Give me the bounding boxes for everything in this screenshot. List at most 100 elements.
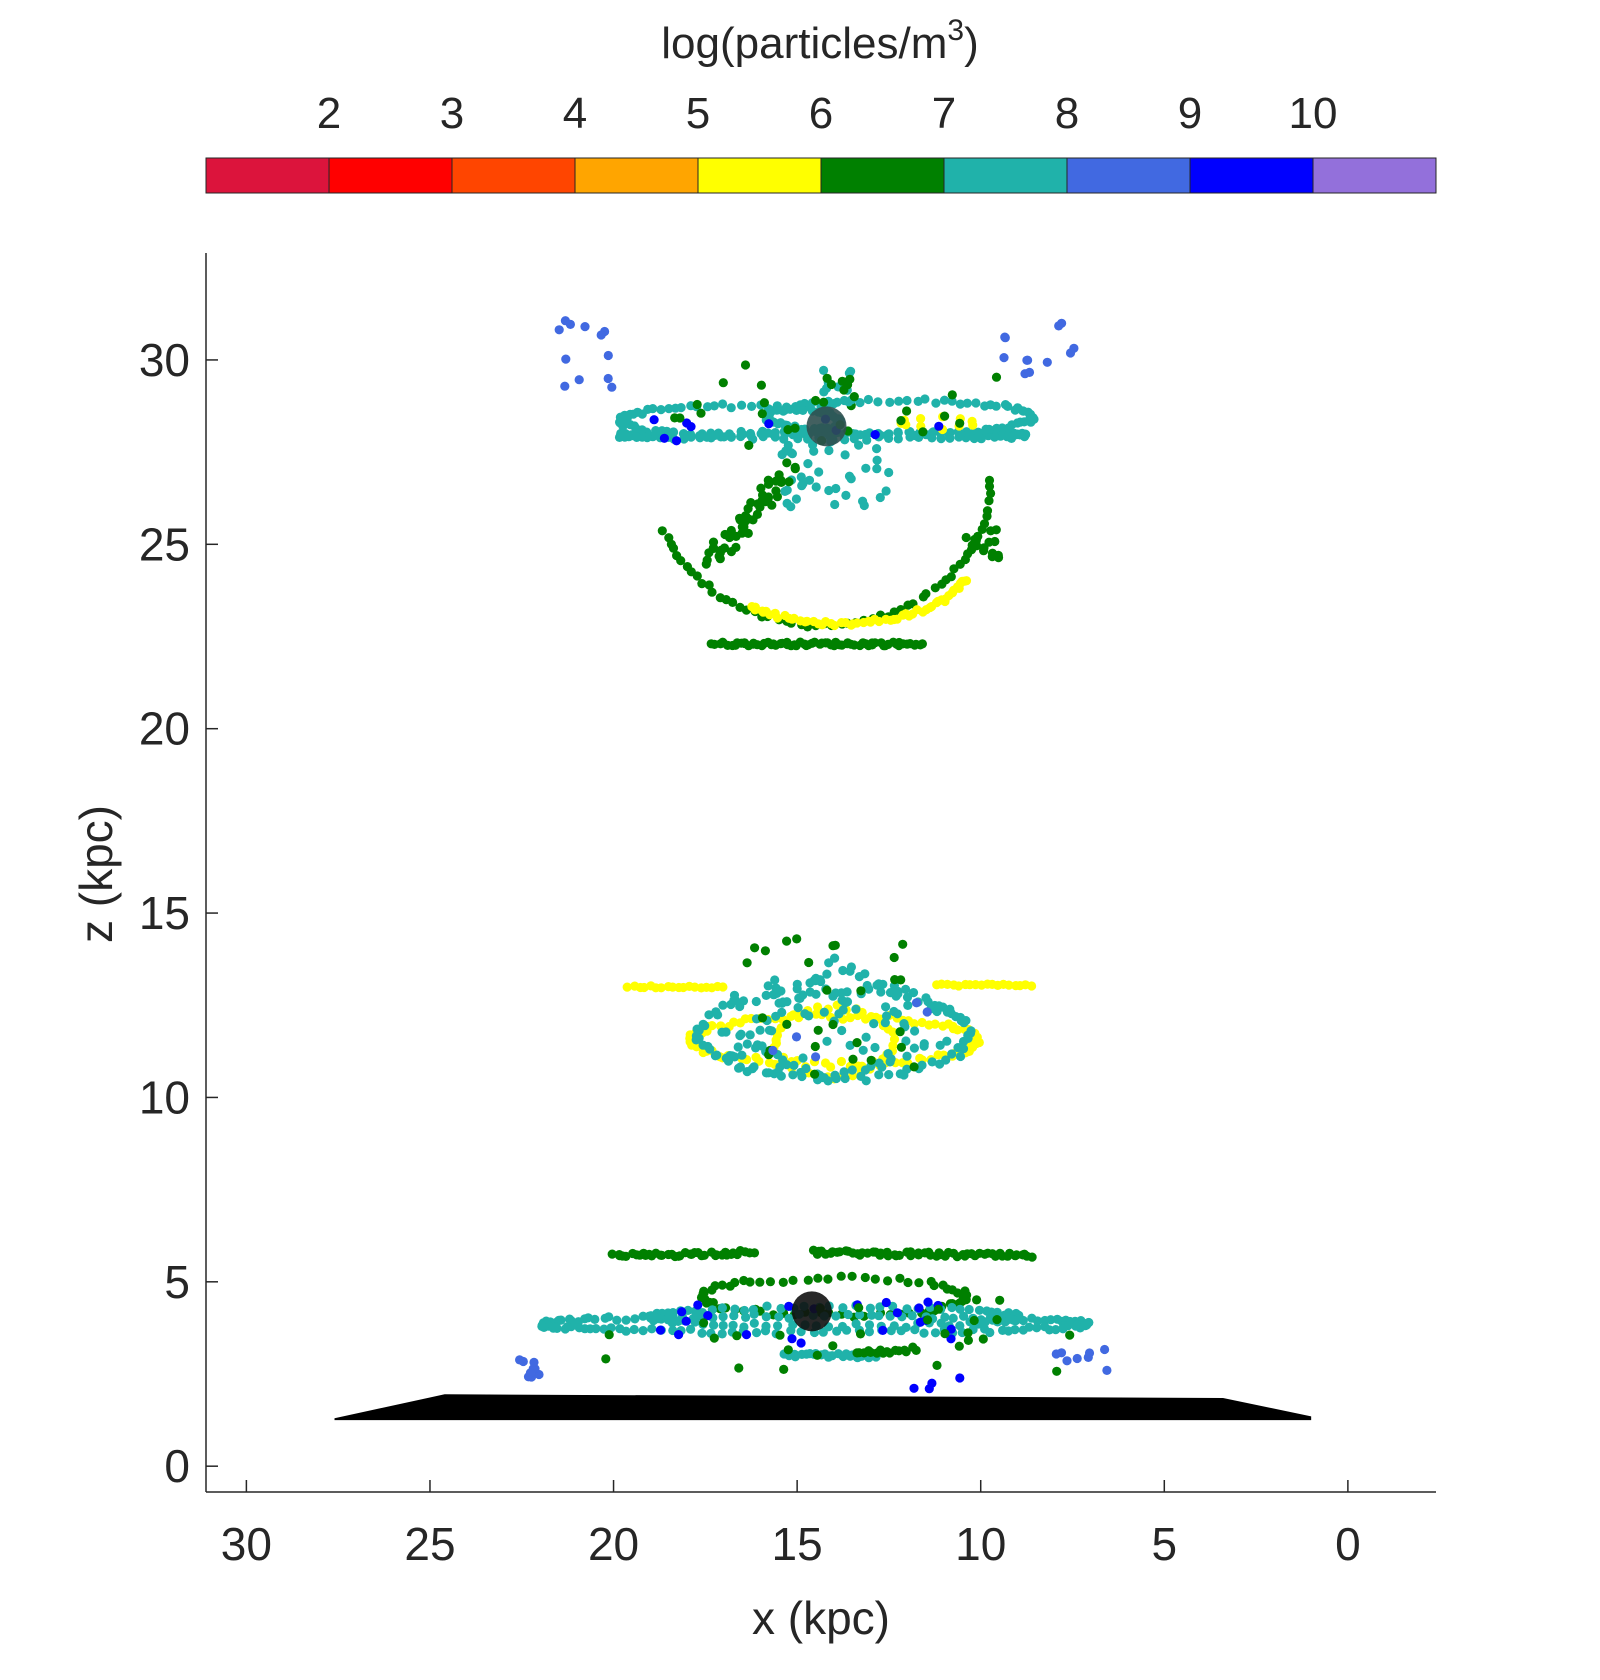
data-point	[816, 976, 826, 987]
data-point	[733, 1042, 743, 1052]
data-point	[811, 395, 821, 406]
data-point	[860, 1272, 870, 1283]
data-point	[761, 1321, 771, 1331]
data-point	[726, 525, 736, 536]
data-point	[792, 934, 802, 944]
data-point	[858, 1045, 868, 1055]
data-point	[885, 397, 895, 407]
data-point	[810, 1041, 820, 1052]
data-point	[867, 1310, 877, 1320]
colorbar-bin	[821, 158, 945, 193]
data-point	[963, 1335, 974, 1345]
data-point	[580, 322, 590, 332]
x-tick-label: 10	[955, 1518, 1006, 1570]
data-point	[739, 522, 749, 532]
data-point	[787, 449, 798, 459]
data-point	[854, 440, 864, 450]
data-point	[709, 1333, 719, 1343]
data-point	[651, 426, 661, 436]
data-point	[596, 330, 606, 340]
data-point	[914, 1278, 924, 1288]
data-point	[929, 1280, 939, 1291]
data-point	[729, 995, 739, 1005]
data-point	[840, 998, 850, 1008]
data-point	[834, 1009, 844, 1019]
data-point	[910, 1026, 920, 1036]
data-point	[901, 984, 911, 995]
data-point	[898, 939, 908, 949]
data-point	[932, 1006, 942, 1017]
data-point	[930, 1019, 940, 1029]
data-point	[782, 997, 792, 1007]
data-point	[779, 434, 789, 444]
data-point	[616, 431, 626, 441]
data-point	[778, 1277, 788, 1287]
data-point	[804, 475, 815, 485]
data-point	[908, 988, 919, 998]
data-point	[883, 1049, 893, 1059]
data-point	[770, 428, 780, 438]
data-point	[560, 1324, 570, 1334]
data-point	[909, 1062, 919, 1072]
data-point	[757, 606, 767, 616]
data-point	[883, 430, 893, 440]
data-point	[999, 353, 1009, 363]
data-point	[777, 1007, 787, 1018]
data-point	[961, 532, 971, 543]
data-point	[924, 1384, 934, 1394]
data-point	[901, 1322, 911, 1332]
data-point	[773, 1321, 783, 1331]
data-point	[896, 1042, 907, 1052]
data-point	[765, 1277, 776, 1287]
data-point	[968, 420, 978, 430]
data-point	[760, 946, 771, 956]
data-point	[838, 965, 848, 976]
data-point	[756, 483, 766, 493]
data-point	[670, 413, 680, 423]
data-point	[822, 969, 832, 979]
y-tick-label: 25	[139, 518, 190, 570]
data-point	[776, 1303, 786, 1314]
data-point	[798, 1053, 808, 1063]
colorbar-bin	[329, 158, 453, 193]
data-point	[819, 397, 829, 407]
data-point	[693, 1033, 703, 1043]
data-point	[828, 1341, 838, 1351]
colorbar-tick-label: 5	[686, 89, 710, 138]
data-point	[1072, 1353, 1082, 1364]
data-point	[959, 1311, 969, 1321]
data-point	[621, 1315, 631, 1325]
data-point	[852, 1038, 862, 1048]
data-point	[903, 1277, 913, 1288]
data-point	[606, 1323, 616, 1333]
data-point	[918, 427, 928, 437]
data-point	[646, 1313, 657, 1324]
data-point	[889, 952, 899, 963]
data-point	[1033, 1316, 1043, 1326]
data-point	[726, 431, 737, 441]
data-point	[717, 1329, 727, 1339]
data-point	[875, 1302, 885, 1312]
data-point	[911, 998, 922, 1008]
data-point	[930, 583, 940, 593]
data-point	[603, 373, 613, 384]
data-point	[864, 1327, 875, 1337]
data-point	[832, 397, 842, 407]
data-point	[734, 1363, 744, 1373]
central-objects	[791, 406, 847, 1332]
data-point	[856, 1071, 866, 1081]
data-point	[955, 1321, 965, 1331]
data-point	[909, 1019, 919, 1029]
axes	[205, 253, 1436, 1493]
data-point	[902, 395, 912, 406]
data-point	[803, 459, 813, 469]
data-point	[721, 1027, 731, 1037]
data-point	[895, 1273, 905, 1283]
data-point	[676, 403, 686, 413]
data-point	[735, 1031, 745, 1041]
data-point	[782, 458, 792, 468]
data-point	[741, 1330, 752, 1340]
data-point	[874, 1070, 884, 1080]
data-point	[741, 1312, 751, 1322]
data-point	[847, 1065, 857, 1075]
